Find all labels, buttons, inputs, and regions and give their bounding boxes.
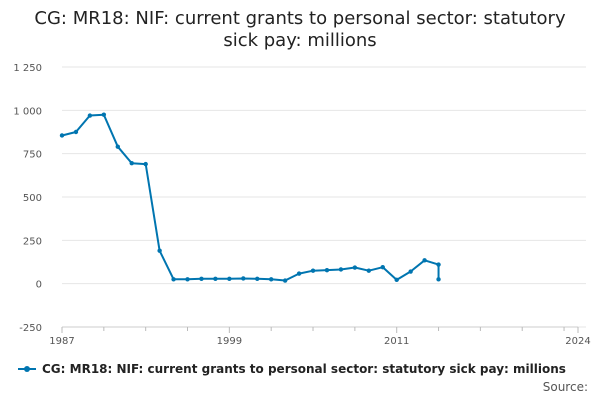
data-point [394,277,399,283]
source-label: Source: [542,380,588,394]
chart-title-line-2: sick pay: millions [223,30,377,51]
data-point [436,262,441,267]
legend-label: CG: MR18: NIF: current grants to persona… [42,362,566,376]
y-tick-label: 500 [23,193,42,204]
x-tick-label: 2011 [384,336,409,347]
y-tick-label: 250 [23,236,42,247]
data-point [282,278,288,283]
data-point [143,161,148,167]
legend-swatch [18,366,36,372]
x-tick-label: 1999 [217,336,242,347]
data-point [157,248,162,253]
data-point [73,129,79,135]
data-point [171,277,176,282]
data-point [199,276,204,282]
data-point [129,161,134,166]
data-point [324,267,330,273]
y-tick-label: -250 [19,323,42,334]
chart-title-line-1: CG: MR18: NIF: current grants to persona… [34,8,566,29]
y-tick-label: 0 [36,280,42,291]
data-point [227,276,232,282]
legend[interactable]: CG: MR18: NIF: current grants to persona… [18,362,566,376]
chart-title: CG: MR18: NIF: current grants to persona… [0,8,600,52]
data-point [366,268,372,273]
data-point [115,144,120,149]
y-tick-label: 1 000 [13,106,42,117]
data-point [310,268,316,273]
data-point [422,258,427,263]
data-point [338,267,344,272]
data-point [241,276,246,281]
x-tick-label: 2024 [565,336,590,347]
data-point [213,276,218,282]
data-point [380,265,385,270]
data-point [185,277,190,282]
y-tick-label: 750 [23,150,42,161]
data-point [255,276,260,282]
data-point [101,112,107,117]
data-point [268,277,274,282]
data-point [436,277,441,282]
series-line [61,113,439,282]
x-tick-label: 1987 [49,336,74,347]
data-point [296,271,302,276]
data-point [408,269,413,274]
data-point [59,133,65,138]
data-point [87,113,93,118]
y-tick-label: 1 250 [13,63,42,74]
data-point [352,265,358,270]
